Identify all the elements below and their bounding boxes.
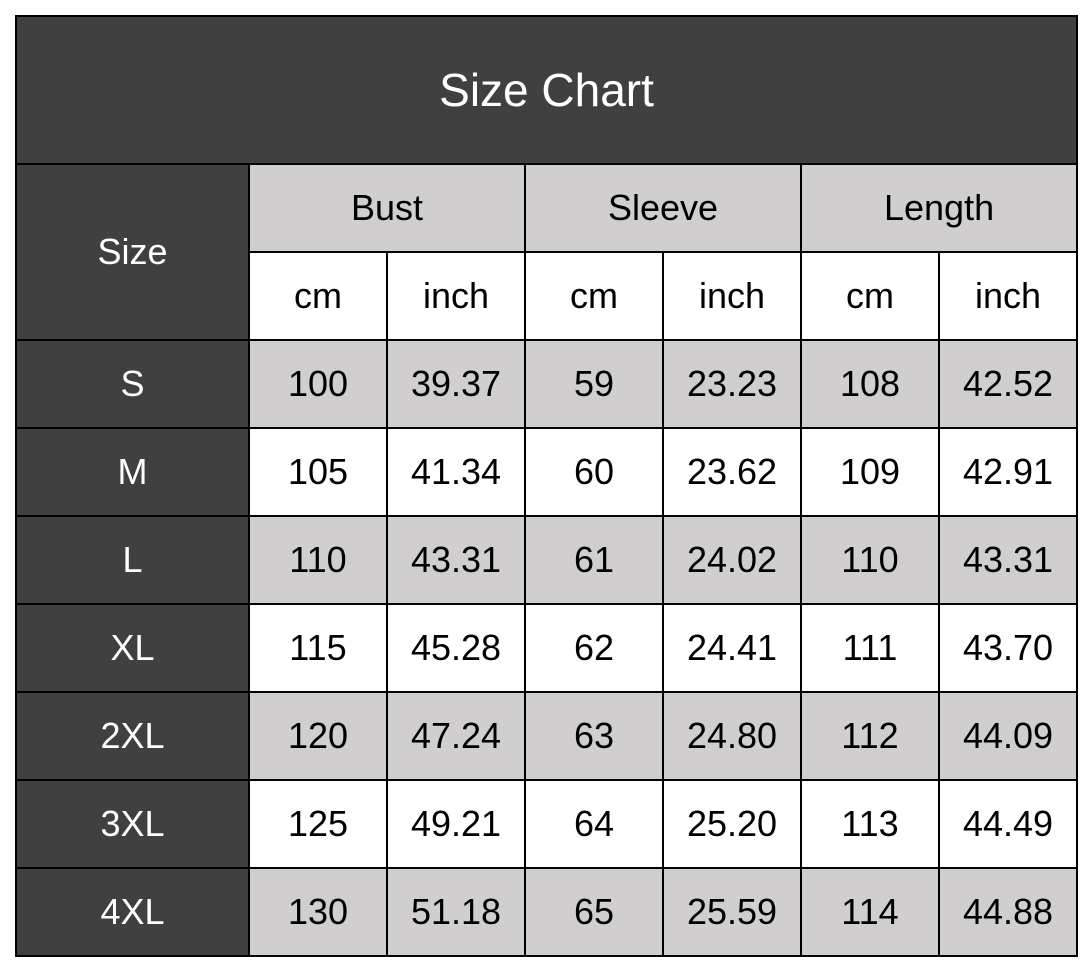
unit-header: inch [662, 251, 802, 341]
measurement-cell: 44.09 [937, 691, 1079, 781]
size-label: M [15, 427, 250, 517]
unit-header: cm [800, 251, 940, 341]
unit-header: cm [524, 251, 664, 341]
measurement-cell: 43.70 [937, 603, 1079, 693]
measurement-cell: 110 [800, 515, 940, 605]
measurement-cell: 114 [800, 867, 940, 957]
measurement-cell: 65 [524, 867, 664, 957]
length-header: Length [799, 163, 1079, 253]
measurement-cell: 43.31 [386, 515, 526, 605]
measurement-cell: 111 [800, 603, 940, 693]
measurement-cell: 110 [248, 515, 388, 605]
table-row: 2XL 120 47.24 63 24.80 112 44.09 [15, 691, 1079, 781]
measurement-cell: 43.31 [937, 515, 1079, 605]
table-row: L 110 43.31 61 24.02 110 43.31 [15, 515, 1079, 605]
measurement-cell: 115 [248, 603, 388, 693]
measurement-cell: 47.24 [386, 691, 526, 781]
measurement-cell: 120 [248, 691, 388, 781]
table-row: 4XL 130 51.18 65 25.59 114 44.88 [15, 867, 1079, 957]
table-row: 3XL 125 49.21 64 25.20 113 44.49 [15, 779, 1079, 869]
bust-header: Bust [248, 163, 526, 253]
measurement-cell: 42.52 [937, 339, 1079, 429]
table-row: M 105 41.34 60 23.62 109 42.91 [15, 427, 1079, 517]
measurement-cell: 23.23 [662, 339, 802, 429]
measurement-cell: 41.34 [386, 427, 526, 517]
table-title: Size Chart [14, 15, 1079, 165]
size-label: L [15, 515, 250, 605]
measurement-cell: 24.02 [662, 515, 802, 605]
measurement-cell: 44.49 [937, 779, 1079, 869]
measurement-cell: 25.59 [662, 867, 802, 957]
size-label: 4XL [15, 867, 250, 957]
size-chart-table: Size Chart Size Bust Sleeve Length cm inc… [14, 15, 1079, 957]
measurement-cell: 51.18 [386, 867, 526, 957]
measurement-cell: 59 [524, 339, 664, 429]
measurement-cell: 62 [524, 603, 664, 693]
measurement-cell: 24.41 [662, 603, 802, 693]
unit-header: cm [248, 251, 388, 341]
size-header: Size [15, 163, 250, 341]
measurement-cell: 64 [524, 779, 664, 869]
measurement-cell: 25.20 [662, 779, 802, 869]
size-label: 2XL [15, 691, 250, 781]
measurement-cell: 44.88 [937, 867, 1079, 957]
measurement-cell: 100 [248, 339, 388, 429]
measurement-cell: 130 [248, 867, 388, 957]
measurement-cell: 60 [524, 427, 664, 517]
measurement-cell: 108 [800, 339, 940, 429]
measurement-cell: 125 [248, 779, 388, 869]
size-label: XL [15, 603, 250, 693]
unit-header: inch [937, 251, 1079, 341]
measurement-cell: 113 [800, 779, 940, 869]
size-label: 3XL [15, 779, 250, 869]
measurement-cell: 63 [524, 691, 664, 781]
measurement-cell: 39.37 [386, 339, 526, 429]
sleeve-header: Sleeve [524, 163, 802, 253]
table-row: S 100 39.37 59 23.23 108 42.52 [15, 339, 1079, 429]
measurement-cell: 112 [800, 691, 940, 781]
unit-header: inch [386, 251, 526, 341]
measurement-cell: 23.62 [662, 427, 802, 517]
measurement-cell: 105 [248, 427, 388, 517]
size-label: S [15, 339, 250, 429]
measurement-cell: 109 [800, 427, 940, 517]
measurement-cell: 45.28 [386, 603, 526, 693]
measurement-cell: 61 [524, 515, 664, 605]
table-row: XL 115 45.28 62 24.41 111 43.70 [15, 603, 1079, 693]
measurement-cell: 42.91 [937, 427, 1079, 517]
measurement-cell: 49.21 [386, 779, 526, 869]
measurement-cell: 24.80 [662, 691, 802, 781]
